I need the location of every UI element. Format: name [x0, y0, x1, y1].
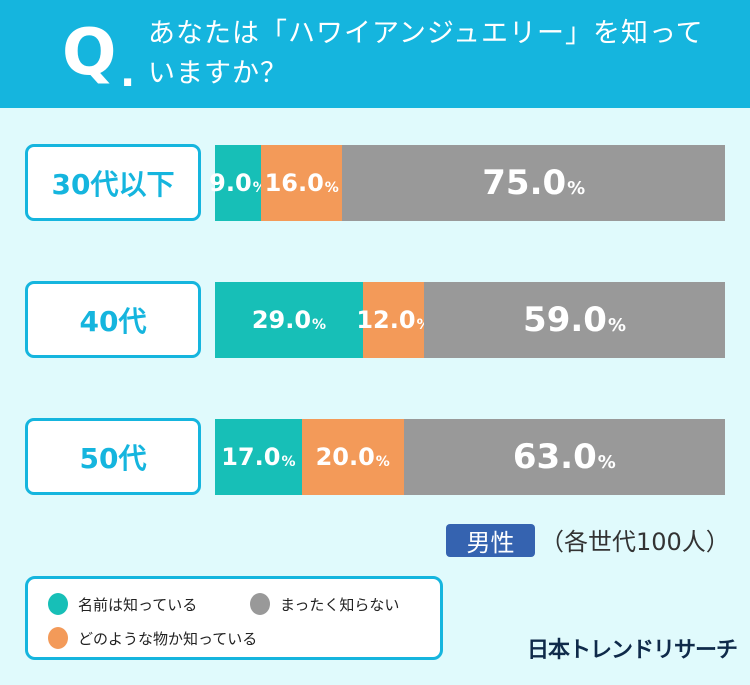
unit-label: %: [324, 180, 339, 196]
data-label: 75.0: [482, 163, 567, 203]
category-label: 30代以下: [25, 144, 201, 221]
bar-segment: 63.0%: [403, 419, 725, 495]
legend-swatch: [250, 593, 270, 615]
legend-label: まったく知らない: [280, 595, 400, 614]
unit-label: %: [597, 451, 616, 473]
bar-segment: 17.0%: [215, 419, 302, 495]
data-label: 16.0: [264, 169, 324, 197]
legend-item: 名前は知っている: [48, 593, 197, 615]
gender-tag: 男性: [446, 524, 535, 557]
legend: 名前は知っている まったく知らない どのような物か知っている: [25, 576, 443, 660]
data-label: 29.0: [251, 306, 312, 334]
q-dot: .: [120, 50, 136, 96]
data-label: 63.0: [512, 437, 597, 477]
legend-label: どのような物か知っている: [78, 629, 258, 648]
bar-segment: 16.0%: [260, 145, 343, 221]
bar-segment: 12.0%: [356, 282, 431, 358]
unit-label: %: [312, 317, 327, 333]
data-label: 20.0: [315, 443, 375, 471]
bar-segment: 29.0%: [215, 282, 363, 358]
stacked-bar: 29.0%12.0%59.0%: [215, 282, 725, 358]
bar-segment: 75.0%: [342, 145, 725, 221]
legend-swatch: [48, 627, 68, 649]
unit-label: %: [567, 177, 586, 199]
legend-label: 名前は知っている: [78, 595, 198, 614]
sample-note: （各世代100人）: [540, 528, 730, 556]
stacked-bar: 9.0% 16.0% 75.0%: [209, 145, 725, 221]
data-label: 17.0: [221, 443, 281, 471]
data-label: 9.0: [209, 169, 252, 197]
category-label: 40代: [25, 281, 201, 358]
unit-label: %: [281, 454, 296, 470]
stacked-bar: 17.0% 20.0% 63.0%: [215, 419, 725, 495]
bar-segment: 9.0%: [209, 145, 267, 221]
category-label: 50代: [25, 418, 201, 495]
bar-segment: 20.0%: [301, 419, 404, 495]
question-header: Q . あなたは「ハワイアンジュエリー」を知っていますか？: [0, 0, 750, 108]
legend-item: どのような物か知っている: [48, 627, 257, 649]
brand-logo: 日本トレンドリサーチ: [527, 638, 738, 663]
data-label: 12.0: [356, 306, 416, 334]
legend-item: まったく知らない: [250, 593, 399, 615]
unit-label: %: [607, 314, 626, 336]
unit-label: %: [375, 454, 390, 470]
data-label: 59.0: [523, 300, 607, 340]
question-title: あなたは「ハワイアンジュエリー」を知っていますか？: [148, 18, 704, 89]
legend-swatch: [48, 593, 68, 615]
bar-segment: 59.0%: [424, 282, 725, 358]
q-mark: Q: [62, 16, 117, 90]
